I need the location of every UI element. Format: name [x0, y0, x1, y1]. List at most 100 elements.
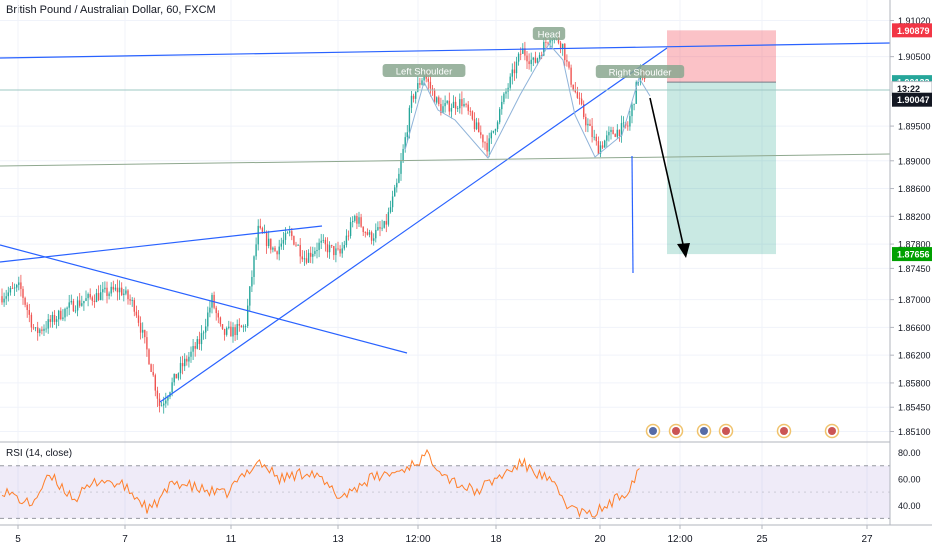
- candle-body: [299, 245, 301, 257]
- candle-body: [259, 225, 261, 228]
- candle-body: [604, 140, 606, 148]
- candle-body: [383, 221, 385, 228]
- candle-body: [637, 81, 639, 83]
- economic-events[interactable]: [645, 423, 840, 439]
- candle-body: [410, 95, 413, 108]
- rsi-tick-label: 60.00: [898, 474, 921, 484]
- candle-body: [91, 297, 93, 301]
- candle-body: [32, 327, 35, 329]
- candle-body: [43, 328, 45, 331]
- candle-body: [402, 149, 404, 162]
- candle-body: [301, 256, 303, 260]
- candle-body: [606, 135, 608, 141]
- candle-body: [450, 107, 453, 112]
- candle-body: [478, 122, 480, 133]
- time-tick-label: 20: [594, 534, 606, 545]
- candle-body: [108, 293, 110, 296]
- candle-body: [217, 313, 219, 318]
- rising-trendline: [159, 47, 668, 403]
- candle-body: [175, 373, 177, 379]
- candle-body: [622, 122, 625, 124]
- time-tick-label: 11: [226, 534, 237, 545]
- candle-body: [249, 286, 251, 306]
- candle-body: [16, 284, 18, 288]
- candle-body: [446, 100, 448, 104]
- price-tick-label: 1.88200: [898, 212, 931, 222]
- candle-body: [22, 288, 24, 298]
- candle-body: [268, 238, 270, 247]
- candle-body: [139, 322, 142, 333]
- time-tick-label: 13: [332, 534, 344, 545]
- candle-body: [633, 103, 635, 105]
- candle-body: [328, 245, 331, 253]
- target-arrow-head: [677, 243, 690, 258]
- price-tag-label: 1.90047: [897, 95, 930, 105]
- candle-body: [68, 302, 70, 308]
- candle-body: [373, 238, 375, 241]
- time-tick-label: 5: [15, 534, 21, 545]
- annotation-bg: [532, 27, 566, 40]
- time-tick-label: 7: [122, 534, 128, 545]
- rsi-tick-label: 80.00: [898, 448, 921, 458]
- candle-body: [171, 382, 173, 393]
- candle-body: [370, 232, 373, 241]
- annotation-bg: [595, 65, 685, 78]
- candle-body: [528, 61, 530, 65]
- candle-body: [520, 53, 522, 55]
- candle-body: [257, 225, 259, 245]
- candle-body: [280, 243, 282, 247]
- candle-body: [270, 238, 272, 250]
- candle-body: [207, 312, 209, 327]
- take-profit-zone: [667, 82, 776, 255]
- price-tick-label: 1.85450: [898, 403, 931, 413]
- candle-body: [400, 161, 402, 174]
- candle-body: [131, 300, 133, 301]
- position-tool[interactable]: [667, 30, 776, 255]
- candle-body: [295, 244, 297, 246]
- candle-body: [522, 48, 524, 54]
- time-tick-label: 12:00: [405, 534, 430, 545]
- candle-body: [379, 227, 381, 229]
- price-tick-label: 1.86600: [898, 323, 931, 333]
- event-flag-inner: [828, 427, 836, 435]
- candle-body: [163, 403, 165, 406]
- candle-body: [547, 42, 549, 44]
- candle-body: [186, 358, 188, 362]
- candle-body: [541, 55, 543, 56]
- candle-body: [60, 310, 62, 320]
- annotation-label: Right Shoulder: [609, 68, 672, 79]
- candle-body: [312, 253, 314, 257]
- candle-body: [3, 298, 5, 303]
- candle-body: [484, 142, 486, 144]
- drawings[interactable]: Head Left Shoulder Right Shoulder: [0, 27, 891, 403]
- falling-trendline: [0, 244, 408, 354]
- candle-body: [352, 220, 354, 223]
- candle-body: [387, 212, 390, 225]
- chart-title: British Pound / Australian Dollar, 60, F…: [6, 4, 216, 16]
- candle-body: [190, 351, 192, 357]
- candle-body: [236, 324, 238, 336]
- candle-body: [202, 332, 205, 334]
- candle-body: [265, 232, 268, 247]
- candle-body: [135, 311, 138, 316]
- candle-body: [492, 130, 495, 133]
- rsi-title: RSI (14, close): [6, 448, 73, 459]
- candle-body: [360, 217, 362, 227]
- candle-body: [465, 104, 467, 105]
- candle-body: [58, 310, 60, 320]
- candle-body: [221, 324, 224, 329]
- price-tag-bg: [892, 247, 932, 262]
- candle-body: [47, 319, 49, 329]
- candle-body: [133, 300, 135, 312]
- candle-body: [438, 97, 440, 105]
- candle-body: [228, 326, 230, 328]
- candle-body: [578, 97, 581, 99]
- candle-body: [72, 300, 75, 312]
- candle-body: [427, 78, 429, 82]
- candle-body: [297, 245, 299, 246]
- candle-body: [24, 297, 26, 305]
- candle-body: [629, 116, 631, 127]
- candle-body: [30, 314, 33, 328]
- candle-body: [34, 327, 37, 329]
